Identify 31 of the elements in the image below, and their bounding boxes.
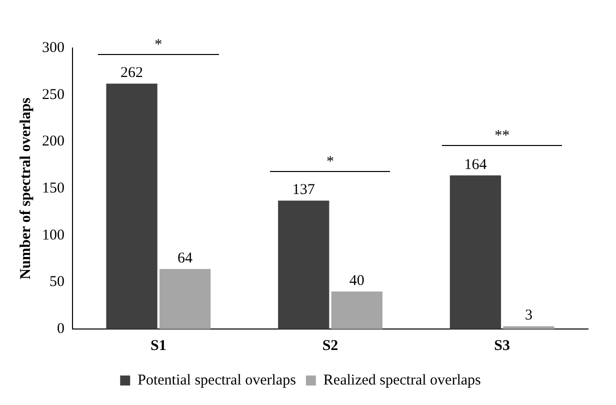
x-tick-label: S1 — [150, 338, 166, 354]
significance-bracket: * — [98, 36, 219, 55]
legend-label: Potential spectral overlaps — [138, 372, 296, 388]
bar — [450, 175, 502, 329]
annotation: * — [154, 36, 162, 53]
y-axis-title: Number of spectral overlaps — [18, 97, 34, 280]
y-tick-label: 150 — [42, 180, 64, 196]
y-tick-label: 50 — [50, 274, 64, 290]
y-tick-label: 100 — [42, 227, 64, 244]
annotation: ** — [494, 128, 510, 144]
data-label: 164 — [464, 156, 488, 173]
data-label: 137 — [292, 182, 316, 198]
legend-label: Realized spectral overlaps — [323, 372, 482, 388]
y-tick-label: 0 — [57, 320, 64, 337]
significance-bracket: ** — [442, 127, 562, 146]
significance-bracket: * — [270, 152, 390, 172]
data-label: 64 — [178, 250, 194, 266]
x-tick-label: S2 — [322, 338, 338, 354]
data-label: 40 — [349, 272, 364, 289]
bar — [106, 84, 158, 329]
y-tick-label: 300 — [42, 40, 64, 56]
bar — [331, 292, 382, 329]
annotation: * — [326, 154, 334, 170]
y-tick-label: 250 — [42, 86, 64, 103]
bar — [503, 326, 554, 329]
x-tick-label: S3 — [494, 338, 510, 354]
data-label: 262 — [120, 65, 144, 82]
bar — [278, 200, 330, 329]
bar — [159, 269, 211, 329]
data-label: 3 — [524, 308, 532, 324]
y-tick-label: 200 — [42, 134, 64, 150]
